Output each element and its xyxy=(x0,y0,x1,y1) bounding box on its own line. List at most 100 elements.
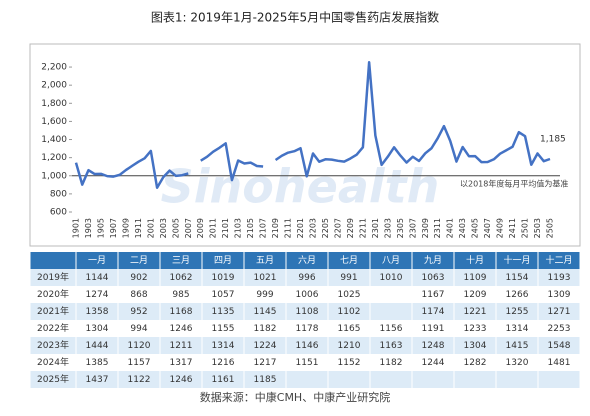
x-tick-label: 2407 xyxy=(483,218,492,238)
table-cell: 1108 xyxy=(296,307,319,317)
table-cell: 996 xyxy=(298,273,315,283)
x-tick-label: 2303 xyxy=(383,218,392,238)
table-cell: 1144 xyxy=(86,273,109,283)
x-tick-label: 2005 xyxy=(171,218,180,238)
table-row-label: 2021年 xyxy=(37,305,69,317)
x-tick-label: 2307 xyxy=(408,218,417,238)
table-cell: 1246 xyxy=(170,324,193,334)
table-cell: 1006 xyxy=(296,290,319,300)
x-tick-label: 1905 xyxy=(96,218,105,238)
table-cell: 1210 xyxy=(338,341,361,351)
table-cell: 1193 xyxy=(548,273,571,283)
table-cell: 1209 xyxy=(464,290,487,300)
table-cell: 1304 xyxy=(464,341,487,351)
table-cell: 1157 xyxy=(128,358,151,368)
table-cell: 1182 xyxy=(254,324,277,334)
table-cell: 1182 xyxy=(380,358,403,368)
table-cell: 1152 xyxy=(338,358,361,368)
x-tick-label: 2205 xyxy=(321,218,330,238)
x-tick-label: 2207 xyxy=(333,218,342,238)
table-cell: 1266 xyxy=(506,290,529,300)
x-tick-label: 2309 xyxy=(421,218,430,238)
table-cell: 991 xyxy=(340,273,357,283)
table-row-label: 2022年 xyxy=(37,322,69,334)
table-cell: 1271 xyxy=(548,307,571,317)
table-cell: 1151 xyxy=(296,358,319,368)
table-cell: 1165 xyxy=(338,324,361,334)
table-cell: 1415 xyxy=(506,341,529,351)
x-tick-label: 2203 xyxy=(309,218,318,238)
x-tick-label: 1903 xyxy=(84,218,93,238)
table-cell: 1385 xyxy=(86,358,109,368)
table-row-label: 2024年 xyxy=(37,356,69,368)
table-cell: 1224 xyxy=(254,341,277,351)
table-header: 二月 xyxy=(130,255,148,266)
table-cell: 1010 xyxy=(380,273,403,283)
y-tick-label: 1,800 xyxy=(41,99,67,109)
x-tick-label: 1907 xyxy=(109,218,118,238)
x-tick-label: 2001 xyxy=(146,218,155,238)
table-cell: 1255 xyxy=(506,307,529,317)
table-cell: 1274 xyxy=(86,290,109,300)
table-cell: 1146 xyxy=(296,341,319,351)
table-cell: 1211 xyxy=(170,341,193,351)
x-tick-label: 2301 xyxy=(371,218,380,238)
table-cell: 985 xyxy=(172,290,189,300)
table-cell: 1021 xyxy=(254,273,277,283)
source-note: 数据来源：中康CMH、中康产业研究院 xyxy=(200,390,390,404)
chart-frame xyxy=(29,43,581,247)
table-cell: 1178 xyxy=(296,324,319,334)
table-header: 十二月 xyxy=(545,254,572,266)
table-cell: 1145 xyxy=(254,307,277,317)
y-tick-label: 1,000 xyxy=(41,171,67,181)
chart-title: 图表1: 2019年1月-2025年5月中国零售药店发展指数 xyxy=(151,10,439,25)
x-tick-label: 2305 xyxy=(396,218,405,238)
table-cell: 1216 xyxy=(212,358,235,368)
table-cell: 952 xyxy=(130,307,147,317)
table-row-label: 2019年 xyxy=(37,271,69,283)
y-tick-label: 2,200 xyxy=(41,63,67,73)
table-cell: 1062 xyxy=(170,273,193,283)
table-cell: 1320 xyxy=(506,358,529,368)
table-cell: 1314 xyxy=(506,324,529,334)
table-cell: 1156 xyxy=(380,324,403,334)
data-label: 1,185 xyxy=(540,135,566,145)
table-header: 七月 xyxy=(340,255,358,266)
table-cell: 1102 xyxy=(338,307,361,317)
x-tick-label: 2211 xyxy=(358,218,367,238)
x-tick-label: 2503 xyxy=(533,218,542,238)
x-tick-label: 1909 xyxy=(121,218,130,238)
table-header-bg xyxy=(30,252,580,269)
x-tick-label: 2209 xyxy=(346,218,355,238)
table-row-bg xyxy=(30,303,580,320)
x-tick-label: 2007 xyxy=(184,218,193,238)
x-tick-label: 2201 xyxy=(296,218,305,238)
table-cell: 1109 xyxy=(464,273,487,283)
table-cell: 1304 xyxy=(86,324,109,334)
table-cell: 1163 xyxy=(380,341,403,351)
annotation: 以2018年度每月平均值为基准 xyxy=(460,178,568,188)
table-cell: 1314 xyxy=(212,341,235,351)
table-cell: 1221 xyxy=(464,307,487,317)
table-cell: 1185 xyxy=(254,375,277,385)
data-line xyxy=(274,61,551,178)
table-cell: 999 xyxy=(256,290,273,300)
table-header: 四月 xyxy=(214,255,232,266)
table-cell: 1437 xyxy=(86,375,109,385)
x-tick-label: 2009 xyxy=(196,218,205,238)
x-tick-label: 2003 xyxy=(159,218,168,238)
watermark: Sinohealth xyxy=(161,160,440,214)
table-row-bg xyxy=(30,269,580,286)
table-cell: 1154 xyxy=(506,273,529,283)
data-line xyxy=(200,142,264,182)
x-tick-label: 2409 xyxy=(496,218,505,238)
table-cell: 1155 xyxy=(212,324,235,334)
table-row-bg xyxy=(30,320,580,337)
table-header: 八月 xyxy=(382,255,400,266)
table-cell: 1019 xyxy=(212,273,235,283)
table-cell: 1174 xyxy=(422,307,445,317)
y-tick-label: 2,000 xyxy=(41,81,67,91)
x-tick-label: 2103 xyxy=(234,218,243,238)
table-header: 九月 xyxy=(424,255,442,266)
